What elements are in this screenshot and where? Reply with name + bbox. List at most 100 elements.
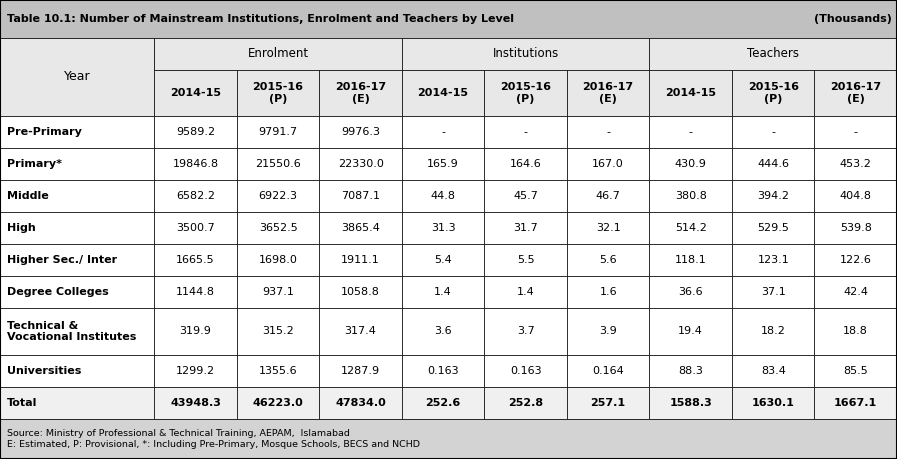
- Bar: [484, 148, 567, 180]
- Bar: [237, 244, 319, 276]
- Bar: [319, 308, 402, 355]
- Bar: [0, 0, 897, 38]
- Text: 2016-17
(E): 2016-17 (E): [583, 82, 633, 104]
- Text: Source: Ministry of Professional & Technical Training, AEPAM,  Islamabad
E: Esti: Source: Ministry of Professional & Techn…: [7, 429, 420, 448]
- Text: 21550.6: 21550.6: [255, 159, 301, 169]
- Bar: [319, 276, 402, 308]
- Text: 937.1: 937.1: [262, 287, 294, 297]
- Bar: [319, 244, 402, 276]
- Bar: [732, 355, 814, 387]
- Bar: [154, 212, 237, 244]
- Text: 5.5: 5.5: [517, 255, 535, 265]
- Text: 2015-16
(P): 2015-16 (P): [501, 82, 551, 104]
- Text: 18.8: 18.8: [843, 326, 868, 336]
- Bar: [402, 148, 484, 180]
- Text: 1144.8: 1144.8: [176, 287, 215, 297]
- Bar: [732, 387, 814, 419]
- Bar: [319, 180, 402, 212]
- Text: 3.7: 3.7: [517, 326, 535, 336]
- Bar: [402, 212, 484, 244]
- Bar: [319, 355, 402, 387]
- Bar: [732, 70, 814, 116]
- Bar: [402, 387, 484, 419]
- Bar: [154, 276, 237, 308]
- Bar: [402, 70, 484, 116]
- Text: 3865.4: 3865.4: [341, 223, 380, 233]
- Text: 5.4: 5.4: [434, 255, 452, 265]
- Text: 18.2: 18.2: [761, 326, 786, 336]
- Text: 88.3: 88.3: [678, 366, 703, 376]
- Bar: [402, 116, 484, 148]
- Bar: [732, 116, 814, 148]
- Text: 3652.5: 3652.5: [258, 223, 298, 233]
- Bar: [154, 148, 237, 180]
- Text: 123.1: 123.1: [757, 255, 789, 265]
- Text: 43948.3: 43948.3: [170, 397, 221, 408]
- Bar: [814, 276, 897, 308]
- Text: 1588.3: 1588.3: [669, 397, 712, 408]
- Bar: [567, 116, 649, 148]
- Bar: [154, 70, 237, 116]
- Bar: [649, 276, 732, 308]
- Bar: [814, 116, 897, 148]
- Text: 2014-15: 2014-15: [418, 88, 468, 98]
- Text: 2016-17
(E): 2016-17 (E): [831, 82, 881, 104]
- Bar: [567, 148, 649, 180]
- Bar: [402, 180, 484, 212]
- Text: Institutions: Institutions: [492, 47, 559, 60]
- Bar: [484, 116, 567, 148]
- Bar: [154, 38, 402, 70]
- Bar: [0, 116, 154, 148]
- Text: Higher Sec./ Inter: Higher Sec./ Inter: [7, 255, 118, 265]
- Text: 1911.1: 1911.1: [341, 255, 380, 265]
- Text: Enrolment: Enrolment: [248, 47, 309, 60]
- Text: 9976.3: 9976.3: [341, 127, 380, 137]
- Bar: [732, 244, 814, 276]
- Text: 3.6: 3.6: [434, 326, 452, 336]
- Text: 22330.0: 22330.0: [337, 159, 384, 169]
- Bar: [237, 308, 319, 355]
- Bar: [0, 38, 154, 116]
- Text: 32.1: 32.1: [596, 223, 621, 233]
- Bar: [402, 355, 484, 387]
- Bar: [814, 355, 897, 387]
- Text: 252.6: 252.6: [425, 397, 461, 408]
- Bar: [237, 212, 319, 244]
- Bar: [732, 212, 814, 244]
- Bar: [319, 212, 402, 244]
- Bar: [567, 70, 649, 116]
- Bar: [0, 387, 154, 419]
- Bar: [484, 308, 567, 355]
- Bar: [814, 387, 897, 419]
- Bar: [484, 276, 567, 308]
- Text: 0.163: 0.163: [509, 366, 542, 376]
- Bar: [402, 244, 484, 276]
- Text: 9589.2: 9589.2: [176, 127, 215, 137]
- Text: 1667.1: 1667.1: [834, 397, 877, 408]
- Text: 6582.2: 6582.2: [176, 191, 215, 201]
- Bar: [649, 148, 732, 180]
- Text: 317.4: 317.4: [344, 326, 377, 336]
- Text: 1698.0: 1698.0: [258, 255, 298, 265]
- Text: Year: Year: [64, 70, 91, 84]
- Text: -: -: [689, 127, 692, 137]
- Text: 83.4: 83.4: [761, 366, 786, 376]
- Bar: [0, 308, 154, 355]
- Text: 2014-15: 2014-15: [666, 88, 716, 98]
- Text: Middle: Middle: [7, 191, 49, 201]
- Bar: [484, 180, 567, 212]
- Bar: [0, 38, 154, 70]
- Bar: [814, 212, 897, 244]
- Text: 6922.3: 6922.3: [258, 191, 298, 201]
- Text: -: -: [524, 127, 527, 137]
- Bar: [814, 244, 897, 276]
- Text: Teachers: Teachers: [747, 47, 799, 60]
- Bar: [319, 70, 402, 116]
- Bar: [0, 276, 154, 308]
- Text: 3500.7: 3500.7: [176, 223, 215, 233]
- Text: 529.5: 529.5: [757, 223, 789, 233]
- Bar: [649, 180, 732, 212]
- Text: -: -: [606, 127, 610, 137]
- Bar: [0, 148, 154, 180]
- Text: 444.6: 444.6: [757, 159, 789, 169]
